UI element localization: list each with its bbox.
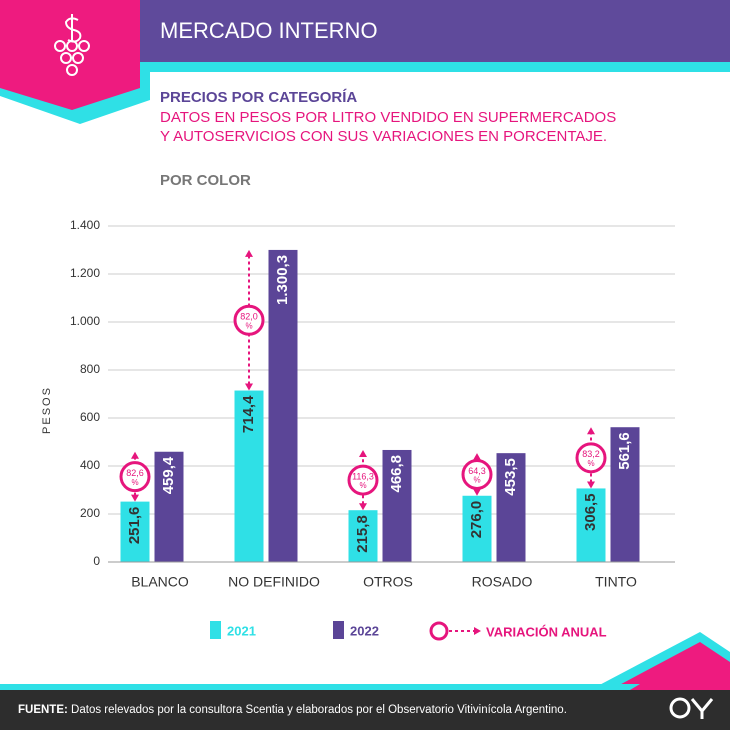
bar (268, 249, 298, 563)
variation-label: 82,0 (240, 312, 258, 322)
bar (576, 488, 606, 562)
header-title: MERCADO INTERNO (160, 18, 378, 43)
x-tick-label: NO DEFINIDO (228, 574, 320, 590)
grape-icon (54, 14, 90, 76)
variation-label: 64,3 (468, 466, 486, 476)
variation-marker (575, 442, 607, 474)
bar (496, 453, 526, 562)
x-tick-label: OTROS (363, 574, 413, 590)
footer-source: Datos relevados por la consultora Scenti… (71, 704, 567, 716)
value-label: 276,0 (468, 501, 485, 539)
chart-subtitle: Y AUTOSERVICIOS CON SUS VARIACIONES EN P… (160, 128, 607, 145)
x-tick-label: BLANCO (131, 574, 189, 590)
bar (154, 451, 184, 562)
logo (669, 697, 691, 719)
arrow-head (473, 488, 481, 496)
y-tick-label: 1.200 (70, 266, 100, 280)
footer-text: FUENTE: Datos relevados por la consultor… (18, 704, 567, 716)
value-label: 251,6 (126, 507, 143, 545)
value-label: 714,4 (240, 395, 257, 433)
arrow-head (131, 494, 139, 502)
legend-symbol (429, 621, 449, 641)
footer-band (0, 690, 730, 730)
footer-decoration (610, 642, 730, 690)
chart-subtitle: DATOS EN PESOS POR LITRO VENDIDO EN SUPE… (160, 109, 616, 126)
y-tick-label: 800 (80, 362, 100, 376)
bar (234, 390, 264, 562)
value-label: 561,6 (616, 432, 633, 470)
y-tick-label: 0 (93, 554, 100, 568)
legend-label: 2022 (350, 623, 379, 638)
variation-marker (347, 464, 379, 496)
header-stripe (140, 62, 730, 72)
variation-unit: % (359, 481, 366, 490)
variation-unit: % (473, 476, 480, 485)
bar (120, 501, 150, 562)
footer-label: FUENTE: (18, 704, 68, 716)
arrow-head (245, 249, 253, 257)
variation-label: 82,6 (126, 468, 144, 478)
section-label: POR COLOR (160, 172, 251, 189)
variation-unit: % (245, 321, 252, 330)
logo (690, 698, 714, 719)
y-tick-label: 1.000 (70, 314, 100, 328)
arrow-head (587, 427, 595, 435)
bar (462, 495, 492, 562)
legend-symbol (474, 627, 481, 635)
y-tick-label: 600 (80, 410, 100, 424)
variation-marker (119, 461, 151, 493)
header-band (140, 0, 730, 62)
variation-label: 116,3 (352, 471, 374, 481)
y-tick-label: 1.400 (70, 218, 100, 232)
arrow-head (359, 449, 367, 457)
arrow-head (131, 451, 139, 459)
arrow-head (587, 481, 595, 489)
variation-unit: % (131, 478, 138, 487)
value-label: 306,5 (582, 493, 599, 531)
y-axis-label: PESOS (41, 386, 53, 434)
x-tick-label: ROSADO (472, 574, 533, 590)
arrow-head (245, 383, 253, 391)
arrow-head (473, 453, 481, 461)
variation-marker (461, 458, 493, 490)
legend-swatch (210, 621, 221, 639)
variation-unit: % (587, 459, 594, 468)
variation-marker (233, 304, 265, 336)
footer-stripe (0, 684, 640, 690)
y-tick-label: 200 (80, 506, 100, 520)
legend-label: 2021 (227, 623, 256, 638)
value-label: 1.300,3 (274, 255, 291, 305)
value-label: 466,8 (388, 455, 405, 493)
value-label: 453,5 (502, 458, 519, 496)
value-label: 459,4 (160, 456, 177, 494)
legend-swatch (333, 621, 344, 639)
variation-label: 83,2 (582, 449, 600, 459)
x-tick-label: TINTO (595, 574, 637, 590)
bar (382, 449, 412, 562)
bar (348, 510, 378, 562)
chart-title: PRECIOS POR CATEGORÍA (160, 89, 357, 106)
y-tick-label: 400 (80, 458, 100, 472)
bar (610, 427, 640, 562)
value-label: 215,8 (354, 515, 371, 553)
legend-label: VARIACIÓN ANUAL (486, 624, 607, 639)
arrow-head (359, 503, 367, 511)
